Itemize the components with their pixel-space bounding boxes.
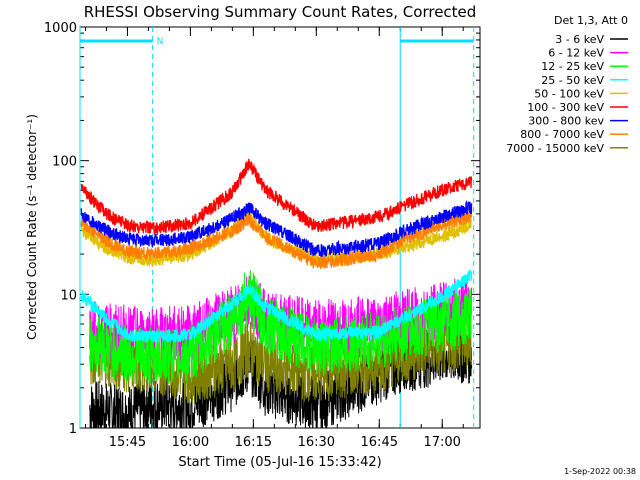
series-line-2 (89, 269, 473, 385)
legend-label: 50 - 100 keV (534, 87, 604, 100)
legend-label: 3 - 6 keV (555, 33, 604, 46)
x-tick-label: 16:15 (235, 435, 272, 450)
x-tick-label: 15:45 (109, 435, 146, 450)
plot-area: 1 10 100 1000 15:45 16:00 16:15 16:30 16:45 17:00… (44, 21, 481, 450)
legend-label: 12 - 25 keV (541, 60, 604, 73)
legend-label: 100 - 300 keV (527, 101, 604, 114)
observation-bar-label: N (157, 37, 164, 47)
y-axis-title: Corrected Count Rate (s⁻¹ detector⁻¹) (25, 114, 39, 340)
y-tick-label: 100 (52, 155, 77, 170)
generation-timestamp: 1-Sep-2022 00:38 (564, 467, 636, 476)
x-axis-title: Start Time (05-Jul-16 15:33:42) (178, 455, 381, 470)
legend-label: 300 - 800 kev (528, 115, 604, 128)
series-line-6 (80, 199, 473, 257)
series-line-3 (80, 269, 473, 343)
y-tick-label: 1 (69, 422, 77, 437)
legend-label: 25 - 50 keV (541, 74, 604, 87)
legend-header: Det 1,3, Att 0 (554, 14, 628, 27)
legend-label: 6 - 12 keV (548, 47, 604, 60)
chart-title: RHESSI Observing Summary Count Rates, Co… (84, 3, 477, 21)
series-line-7 (80, 208, 473, 270)
x-tick-label: 16:30 (298, 435, 335, 450)
y-tick-label: 10 (60, 288, 77, 303)
series-line-5 (80, 158, 473, 236)
x-tick-label: 17:00 (423, 435, 460, 450)
legend-label: 7000 - 15000 keV (506, 142, 604, 155)
x-tick-label: 16:45 (361, 435, 398, 450)
x-tick-label: 16:00 (172, 435, 209, 450)
y-tick-label: 1000 (44, 21, 77, 36)
legend-label: 800 - 7000 keV (520, 128, 604, 141)
